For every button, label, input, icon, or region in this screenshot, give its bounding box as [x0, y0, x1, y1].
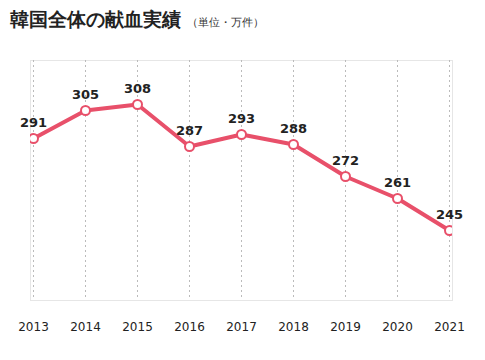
svg-text:291: 291	[20, 115, 47, 130]
svg-text:272: 272	[332, 153, 359, 168]
svg-text:2017: 2017	[226, 320, 257, 334]
svg-text:2019: 2019	[330, 320, 361, 334]
svg-text:2013: 2013	[18, 320, 49, 334]
svg-text:2015: 2015	[122, 320, 153, 334]
svg-text:287: 287	[176, 123, 203, 138]
svg-text:2021: 2021	[434, 320, 465, 334]
svg-text:245: 245	[436, 207, 463, 222]
svg-text:288: 288	[280, 121, 307, 136]
svg-text:2016: 2016	[174, 320, 205, 334]
svg-text:2020: 2020	[382, 320, 413, 334]
svg-text:308: 308	[124, 81, 151, 96]
svg-text:261: 261	[384, 175, 411, 190]
html-text:韓国全体の献血実績 （単位・万件）: 韓国全体の献血実績 （単位・万件）	[10, 8, 264, 30]
svg-text:305: 305	[72, 87, 99, 102]
svg-text:2014: 2014	[70, 320, 101, 334]
svg-text:2018: 2018	[278, 320, 309, 334]
svg-text:293: 293	[228, 111, 255, 126]
